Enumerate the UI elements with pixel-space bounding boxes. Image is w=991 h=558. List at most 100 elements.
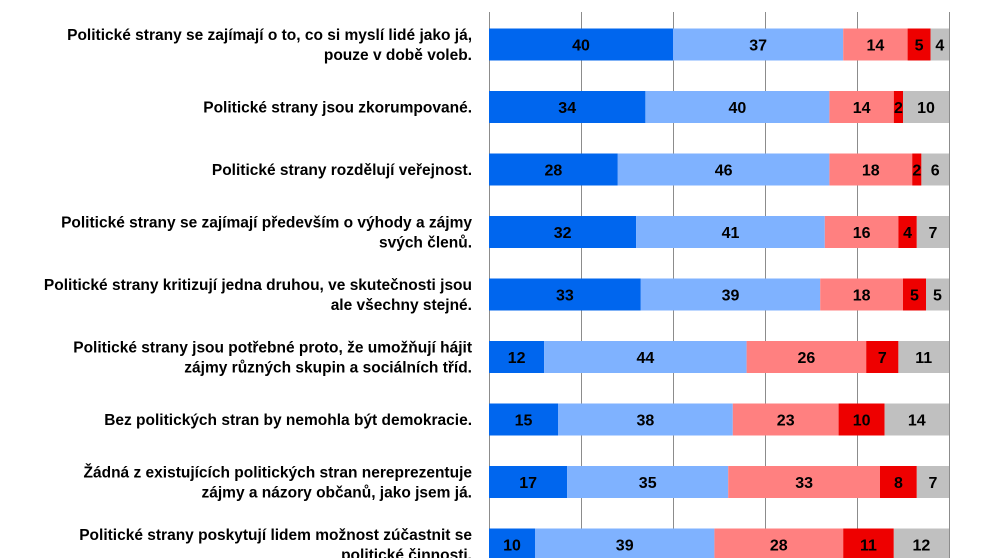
bar-segment bbox=[820, 278, 903, 311]
data-label: 6 bbox=[931, 163, 940, 180]
data-label: 15 bbox=[515, 413, 533, 430]
bar-segment bbox=[898, 216, 917, 248]
bar-segment bbox=[489, 278, 641, 311]
data-label: 11 bbox=[860, 538, 877, 555]
category-label: Bez politických stran by nemohla být dem… bbox=[104, 412, 472, 429]
data-label: 41 bbox=[722, 225, 740, 242]
data-label: 26 bbox=[798, 350, 816, 367]
data-label: 8 bbox=[894, 475, 903, 492]
bar-segment bbox=[489, 528, 535, 558]
category-label: Politické strany jsou zkorumpované. bbox=[203, 100, 472, 117]
bar-segment bbox=[843, 28, 908, 61]
data-label: 34 bbox=[558, 100, 576, 117]
bar-segment bbox=[489, 153, 618, 186]
data-label: 2 bbox=[894, 100, 903, 117]
data-label: 28 bbox=[545, 163, 563, 180]
bar-segment bbox=[489, 403, 558, 436]
bar-segment bbox=[645, 91, 830, 123]
data-label: 40 bbox=[572, 38, 590, 55]
data-label: 11 bbox=[915, 350, 932, 367]
data-label: 14 bbox=[908, 413, 926, 430]
data-label: 14 bbox=[867, 38, 885, 55]
data-label: 5 bbox=[910, 288, 919, 305]
category-label: Politické strany rozdělují veřejnost. bbox=[212, 162, 472, 179]
data-label: 18 bbox=[862, 163, 880, 180]
data-label: 14 bbox=[853, 100, 871, 117]
data-label: 37 bbox=[749, 38, 767, 55]
bar-segment bbox=[893, 528, 949, 558]
data-label: 44 bbox=[637, 350, 655, 367]
data-label: 40 bbox=[729, 100, 747, 117]
bar-segment bbox=[829, 153, 913, 186]
bar-segment bbox=[907, 28, 931, 61]
data-label: 23 bbox=[777, 413, 795, 430]
bar-segment bbox=[728, 466, 880, 498]
bar-segment bbox=[866, 341, 899, 373]
data-label: 28 bbox=[770, 538, 788, 555]
data-label: 10 bbox=[917, 100, 935, 117]
bar-segment bbox=[903, 278, 926, 311]
bar-segment bbox=[489, 28, 673, 61]
data-label: 4 bbox=[935, 38, 944, 55]
bar-segment bbox=[916, 216, 949, 248]
bar-segment bbox=[640, 278, 821, 311]
data-label: 33 bbox=[795, 475, 813, 492]
bar-segment bbox=[617, 153, 830, 186]
bar-segment bbox=[544, 341, 747, 373]
bar-segment bbox=[838, 403, 885, 436]
bar-segment bbox=[884, 403, 949, 436]
bar-segment bbox=[824, 216, 899, 248]
category-labels: Politické strany se zajímají o to, co si… bbox=[44, 27, 472, 558]
data-label: 46 bbox=[715, 163, 733, 180]
data-label: 10 bbox=[853, 413, 871, 430]
data-label: 7 bbox=[928, 225, 937, 242]
category-label: Politické strany se zajímají o to, co si… bbox=[67, 27, 472, 64]
bar-segment bbox=[926, 278, 949, 311]
category-label: Politické strany kritizují jedna druhou,… bbox=[44, 277, 472, 314]
data-label: 16 bbox=[853, 225, 871, 242]
data-label: 7 bbox=[928, 475, 937, 492]
data-label: 7 bbox=[878, 350, 887, 367]
category-label: Žádná z existujících politických stran n… bbox=[84, 464, 473, 502]
data-label: 12 bbox=[508, 350, 526, 367]
category-label: Politické strany se zajímají především o… bbox=[61, 215, 472, 252]
bar-segment bbox=[714, 528, 844, 558]
bar-segment bbox=[489, 91, 646, 123]
category-label: Politické strany poskytují lidem možnost… bbox=[79, 527, 472, 558]
data-label: 32 bbox=[554, 225, 572, 242]
bar-segment bbox=[535, 528, 715, 558]
data-label: 17 bbox=[519, 475, 537, 492]
bar-segment bbox=[489, 466, 568, 498]
bar-segment bbox=[489, 216, 637, 248]
data-label: 39 bbox=[616, 538, 634, 555]
data-label: 10 bbox=[503, 538, 521, 555]
bar-segment bbox=[916, 466, 949, 498]
data-label: 5 bbox=[915, 38, 924, 55]
bar-segment bbox=[829, 91, 894, 123]
bar-segment bbox=[903, 91, 949, 123]
bar-segment bbox=[893, 91, 903, 123]
data-label: 35 bbox=[639, 475, 657, 492]
data-label: 33 bbox=[556, 288, 574, 305]
bar-segment bbox=[673, 28, 844, 61]
bar-segment bbox=[880, 466, 917, 498]
data-label: 12 bbox=[913, 538, 931, 555]
bar-segment bbox=[921, 153, 949, 186]
bar-segment bbox=[912, 153, 922, 186]
bar-segment bbox=[489, 341, 545, 373]
bar-segment bbox=[746, 341, 867, 373]
bar-segment bbox=[930, 28, 949, 61]
data-label: 2 bbox=[912, 163, 921, 180]
data-label: 38 bbox=[637, 413, 655, 430]
data-label: 39 bbox=[722, 288, 740, 305]
bar-segment bbox=[567, 466, 729, 498]
bar-segment bbox=[636, 216, 825, 248]
bar-segment bbox=[558, 403, 733, 436]
data-label: 4 bbox=[903, 225, 912, 242]
bar-segment bbox=[732, 403, 839, 436]
bar-segment bbox=[898, 341, 949, 373]
bar-segment bbox=[843, 528, 894, 558]
data-label: 5 bbox=[933, 288, 942, 305]
